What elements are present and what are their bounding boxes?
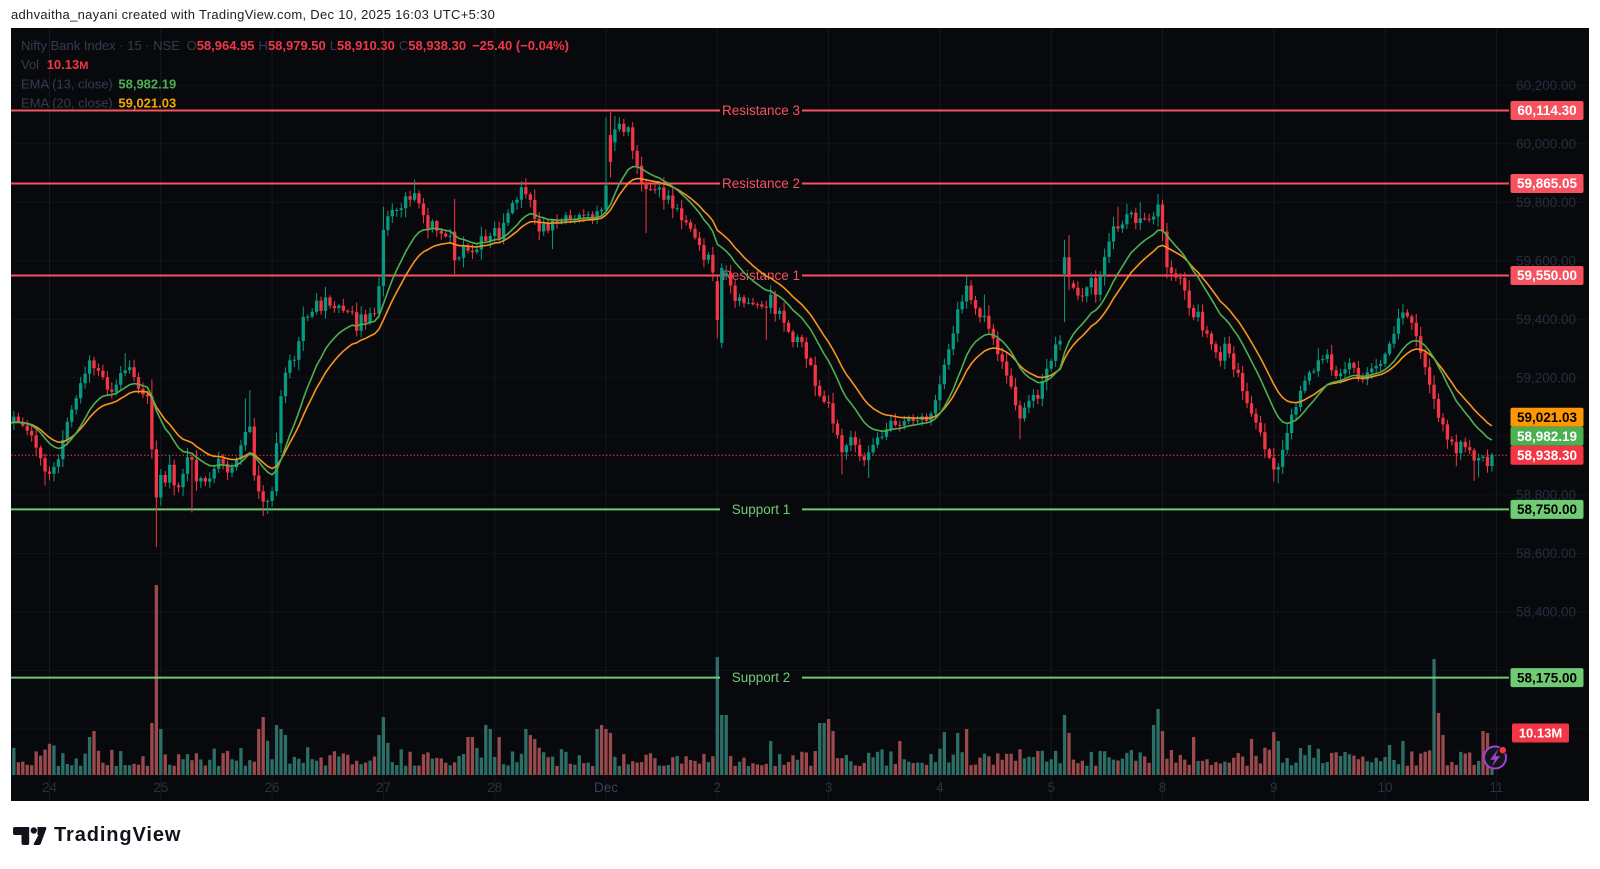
svg-text:58,400.00: 58,400.00 (1516, 605, 1576, 620)
svg-text:Vol 10.13M: Vol 10.13M (21, 57, 88, 72)
svg-text:11: 11 (1489, 780, 1503, 795)
svg-text:Resistance 2: Resistance 2 (722, 176, 800, 191)
svg-text:10.13M: 10.13M (1519, 726, 1562, 741)
svg-text:Resistance 3: Resistance 3 (722, 103, 800, 118)
svg-text:59,021.03: 59,021.03 (1517, 410, 1578, 425)
svg-text:59,600.00: 59,600.00 (1516, 253, 1576, 268)
svg-text:24: 24 (42, 780, 58, 795)
svg-text:Resistance 1: Resistance 1 (722, 268, 800, 283)
svg-text:59,200.00: 59,200.00 (1516, 370, 1576, 385)
svg-text:EMA (20, close) 59,021.03: EMA (20, close) 59,021.03 (21, 96, 176, 111)
svg-text:4: 4 (936, 780, 944, 795)
svg-text:25: 25 (153, 780, 168, 795)
svg-text:9: 9 (1270, 780, 1278, 795)
svg-text:60,000.00: 60,000.00 (1516, 136, 1576, 151)
svg-text:EMA (13, close) 58,982.19: EMA (13, close) 58,982.19 (21, 77, 176, 92)
svg-text:Support 2: Support 2 (732, 670, 791, 685)
svg-text:5: 5 (1047, 780, 1055, 795)
svg-text:60,114.30: 60,114.30 (1517, 103, 1576, 118)
svg-text:59,400.00: 59,400.00 (1516, 312, 1576, 327)
svg-text:58,982.19: 58,982.19 (1517, 429, 1577, 444)
svg-text:Nifty Bank Index · 15 · NSE O5: Nifty Bank Index · 15 · NSE O58,964.95 H5… (21, 38, 569, 53)
svg-text:8: 8 (1159, 780, 1167, 795)
svg-text:3: 3 (825, 780, 833, 795)
svg-text:59,865.05: 59,865.05 (1517, 176, 1578, 191)
svg-text:60,200.00: 60,200.00 (1516, 78, 1576, 93)
svg-text:26: 26 (265, 780, 280, 795)
svg-text:27: 27 (376, 780, 391, 795)
svg-text:58,800.00: 58,800.00 (1516, 487, 1576, 502)
svg-text:58,750.00: 58,750.00 (1517, 502, 1577, 517)
svg-text:59,550.00: 59,550.00 (1517, 268, 1577, 283)
svg-text:Dec: Dec (594, 780, 618, 795)
svg-text:Support 1: Support 1 (732, 502, 791, 517)
svg-text:58,938.30: 58,938.30 (1517, 448, 1577, 463)
svg-text:59,800.00: 59,800.00 (1516, 195, 1576, 210)
svg-text:28: 28 (487, 780, 502, 795)
svg-text:2: 2 (714, 780, 722, 795)
svg-text:58,600.00: 58,600.00 (1516, 546, 1576, 561)
svg-text:58,175.00: 58,175.00 (1517, 670, 1577, 685)
svg-text:10: 10 (1378, 780, 1393, 795)
